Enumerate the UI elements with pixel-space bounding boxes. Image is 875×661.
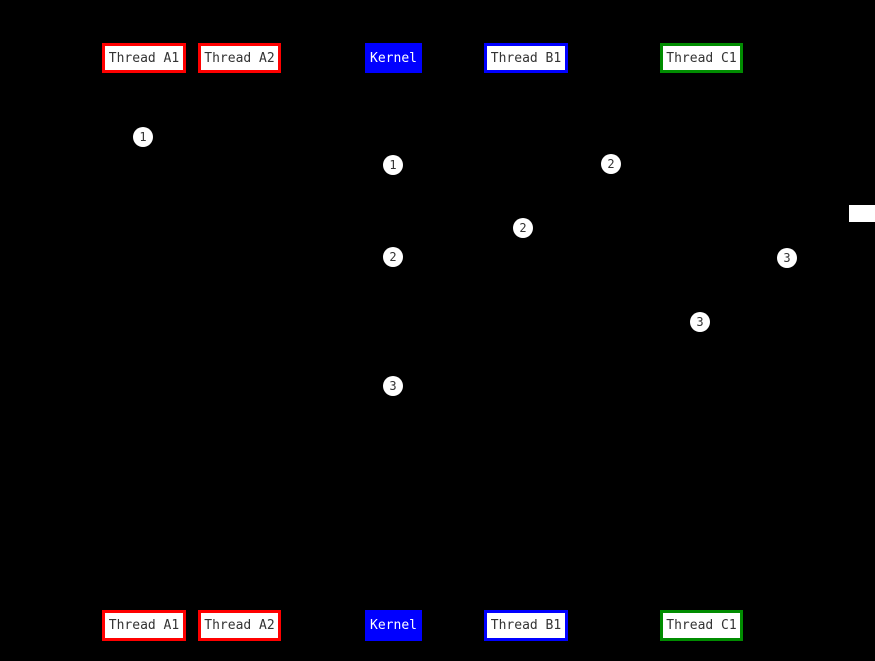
step-marker-1-kernel: 1 xyxy=(383,155,403,175)
step-marker-3-mid: 3 xyxy=(690,312,710,332)
participant-box-kernel-top: Kernel xyxy=(365,43,422,73)
participant-box-thread-a2-top: Thread A2 xyxy=(198,43,281,73)
step-marker-2-kernel: 2 xyxy=(383,247,403,267)
clipped-note-box xyxy=(849,205,875,222)
participant-box-thread-b1-top: Thread B1 xyxy=(484,43,568,73)
participant-box-thread-b1-bottom: Thread B1 xyxy=(484,610,568,641)
participant-box-thread-a2-bottom: Thread A2 xyxy=(198,610,281,641)
step-marker-2-right: 2 xyxy=(601,154,621,174)
step-marker-1: 1 xyxy=(133,127,153,147)
participant-box-thread-a1-top: Thread A1 xyxy=(102,43,186,73)
participant-box-thread-c1-bottom: Thread C1 xyxy=(660,610,743,641)
participant-box-kernel-bottom: Kernel xyxy=(365,610,422,641)
participant-box-thread-c1-top: Thread C1 xyxy=(660,43,743,73)
step-marker-3-right: 3 xyxy=(777,248,797,268)
step-marker-2-mid: 2 xyxy=(513,218,533,238)
participant-box-thread-a1-bottom: Thread A1 xyxy=(102,610,186,641)
step-marker-3-kernel: 3 xyxy=(383,376,403,396)
